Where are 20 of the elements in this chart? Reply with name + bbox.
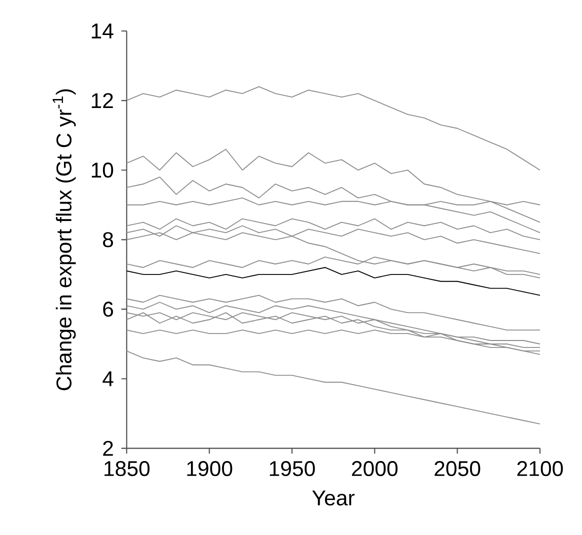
y-tick-label: 14 [92,24,114,38]
x-axis-title: Year [312,490,355,506]
x-tick-label: 1850 [104,461,150,476]
line-series [126,86,540,171]
x-tick-label: 2000 [352,461,398,476]
x-tick-label: 1950 [270,461,315,476]
x-tick-label: 2100 [517,461,563,476]
y-tick-label: 2 [103,440,113,456]
y-tick-label: 4 [102,371,114,386]
line-series [126,350,540,424]
line-series [126,302,540,348]
line-series [126,218,540,240]
y-tick-label: 10 [92,162,114,178]
y-tick-label: 6 [103,302,114,317]
line-series [126,148,540,223]
y-tick-label: 12 [92,93,113,108]
x-tick-label: 1900 [187,461,232,476]
y-axis-title: Change in export flux (Gt C yr$^{-1}$) [52,89,76,390]
y-tick-label: 8 [103,232,114,248]
x-tick-label: 2050 [434,461,480,476]
